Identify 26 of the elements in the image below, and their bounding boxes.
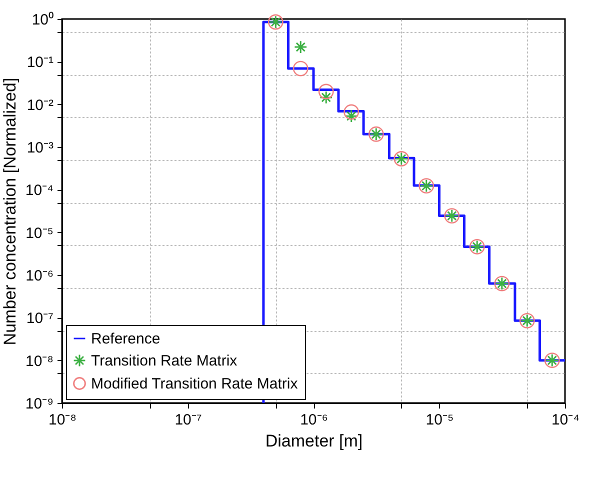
x-tick-label: 10⁻⁸ [48,412,77,428]
y-tick-label: 10⁰ [32,12,54,28]
legend-label: Reference [91,330,160,348]
x-tick-label: 10⁻⁴ [551,412,580,428]
y-tick-label: 10⁻³ [26,140,54,156]
y-tick-label: 10⁻⁴ [25,182,54,200]
y-tick-label: 10⁻⁷ [26,310,54,328]
y-tick-label: 10⁻¹ [26,54,54,72]
y-tick-label: 10⁻⁹ [25,396,54,412]
y-tick-label: 10⁻⁸ [25,352,54,370]
y-tick-label: 10⁻² [26,96,54,114]
x-axis-title: Diameter [m] [265,432,363,450]
point [292,60,308,76]
point [318,84,334,100]
point [344,104,360,120]
point [319,90,333,104]
y-tick-label: 10⁻⁶ [26,268,54,284]
legend-label: Transition Rate Matrix [91,352,238,370]
y-tick-label: 10⁻⁵ [26,224,54,242]
point [344,109,358,123]
x-tick-label: 10⁻⁷ [174,412,202,428]
x-tick-label: 10⁻⁵ [426,412,454,428]
legend-label: Modified Transition Rate Matrix [91,376,298,392]
point [294,40,308,54]
y-axis-title: Number concentration [Normalized] [0,78,20,346]
x-tick-label: 10⁻⁶ [300,412,328,428]
